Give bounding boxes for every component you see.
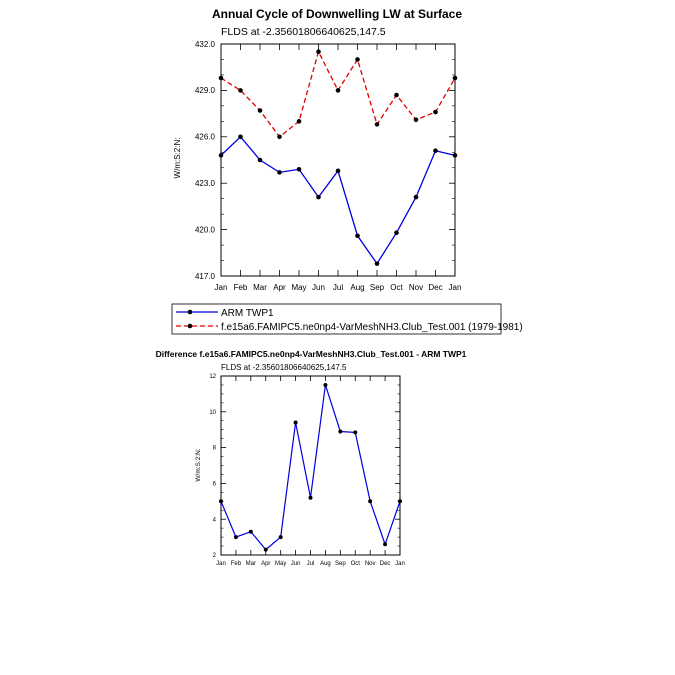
chart1-series-1-point <box>433 109 438 115</box>
chart1-series-0-line <box>220 135 456 265</box>
chart2-x-tick-label: Jul <box>307 561 315 567</box>
chart1-series-1-point <box>316 49 321 55</box>
chart1-y-tick-label: 432.0 <box>195 40 216 49</box>
chart1-series-0-point <box>394 230 399 235</box>
chart2-series-0-point <box>323 382 328 387</box>
chart2-x-tick-label: Apr <box>261 561 270 567</box>
chart2-x-tick-label: Sep <box>335 561 346 567</box>
legend-label-model: f.e15a6.FAMIPC5.ne0np4-VarMeshNH3.Club_T… <box>221 322 523 333</box>
chart1-series-1-point <box>238 88 243 93</box>
chart2-series-0-point <box>263 547 268 552</box>
chart2-x-tick-label: Feb <box>231 561 242 567</box>
chart2-x-tick-label: Dec <box>380 561 391 567</box>
chart1-series-1-point <box>257 108 263 113</box>
chart1-y-tick-label: 417.0 <box>195 272 216 281</box>
legend-label-arm: ARM TWP1 <box>221 308 274 319</box>
chart2-series-0-point <box>353 430 358 435</box>
chart1-series-0-point <box>257 157 263 163</box>
chart2-series-0-point <box>338 429 343 434</box>
chart2-x-tick-label: Jan <box>216 561 226 567</box>
chart2-series-0-point <box>233 535 238 540</box>
chart1-series-1-point <box>277 134 282 140</box>
chart1-y-axis-label: W/m:S:2:N: <box>173 138 182 179</box>
chart1-series-0-point <box>316 194 321 200</box>
difference-chart: Difference f.e15a6.FAMIPC5.ne0np4-VarMes… <box>156 349 467 567</box>
chart1-x-tick-label: Apr <box>273 283 286 292</box>
chart1-series-1-point <box>355 57 360 62</box>
chart1-x-tick-label: Aug <box>350 283 364 292</box>
chart1-x-tick-label: Nov <box>409 283 423 292</box>
chart1-plot-frame <box>220 43 456 277</box>
chart1-x-tick-label: Dec <box>428 283 442 292</box>
chart2-x-tick-label: Mar <box>246 561 256 567</box>
chart1-subtitle: FLDS at -2.35601806640625,147.5 <box>221 26 386 38</box>
chart2-x-tick-label: Jun <box>291 561 301 567</box>
chart2-title: Difference f.e15a6.FAMIPC5.ne0np4-VarMes… <box>156 349 467 359</box>
chart2-series-0-point <box>383 542 388 547</box>
chart1-x-tick-label: Jun <box>312 283 325 292</box>
chart2-plot-frame <box>220 375 401 556</box>
chart2-subtitle: FLDS at -2.35601806640625,147.5 <box>221 363 347 372</box>
chart1-series-0-point <box>296 166 302 172</box>
annual-cycle-chart: Annual Cycle of Downwelling LW at Surfac… <box>171 7 523 335</box>
chart1-y-tick-label: 423.0 <box>195 179 216 188</box>
chart1-legend: ARM TWP1 f.e15a6.FAMIPC5.ne0np4-VarMeshN… <box>171 303 523 335</box>
legend-item-arm: ARM TWP1 <box>176 308 274 319</box>
chart2-x-tick-label: Jan <box>395 561 405 567</box>
chart1-series-1-point <box>374 122 380 127</box>
chart1-series-1-point <box>413 117 419 123</box>
chart2-y-axis-label: W/m:S:2:N: <box>195 448 202 481</box>
chart2-x-tick-label: Oct <box>351 561 361 567</box>
chart2-x-tick-label: May <box>275 561 286 567</box>
chart2-y-tick-label: 10 <box>209 410 216 416</box>
chart1-x-tick-label: May <box>291 283 306 292</box>
chart2-x-tick-label: Nov <box>365 561 376 567</box>
chart2-series-0-point <box>308 495 313 500</box>
chart1-series-1-point <box>296 119 302 124</box>
chart2-y-tick-label: 4 <box>213 517 217 523</box>
legend-box <box>171 303 502 335</box>
chart1-series-0-point <box>335 168 341 174</box>
chart2-series-0-point <box>368 499 373 504</box>
chart1-series-1-line <box>220 49 456 138</box>
chart1-series-0-point <box>413 194 419 200</box>
legend-marker-arm <box>187 309 193 315</box>
chart1-x-tick-label: Feb <box>234 283 248 292</box>
chart2-y-tick-label: 2 <box>213 553 217 559</box>
chart1-y-tick-label: 426.0 <box>195 133 216 142</box>
chart2-y-tick-label: 12 <box>209 374 216 380</box>
legend-item-model: f.e15a6.FAMIPC5.ne0np4-VarMeshNH3.Club_T… <box>176 322 523 333</box>
chart1-x-tick-label: Jul <box>333 283 343 292</box>
chart1-series-0-point <box>355 233 360 239</box>
chart1-series-1-point <box>394 92 399 98</box>
chart2-x-tick-label: Aug <box>320 561 331 567</box>
legend-marker-model <box>187 323 193 329</box>
chart2-series-0-line <box>220 384 401 551</box>
chart1-series-0-point <box>374 261 380 266</box>
chart2-y-tick-label: 8 <box>213 446 217 452</box>
chart1-x-tick-label: Sep <box>370 283 385 292</box>
chart1-series-0-point <box>238 134 243 140</box>
chart1-series-0-point <box>433 148 438 154</box>
chart2-series-0-point <box>278 535 283 540</box>
chart1-y-tick-label: 420.0 <box>195 225 216 234</box>
chart1-x-tick-label: Oct <box>390 283 403 292</box>
chart2-series-0-point <box>248 529 253 534</box>
chart1-x-tick-label: Jan <box>215 283 228 292</box>
chart1-x-tick-label: Mar <box>253 283 267 292</box>
chart2-series-0-point <box>293 420 298 425</box>
chart1-y-tick-label: 429.0 <box>195 86 216 95</box>
chart1-series-0-point <box>277 170 282 175</box>
chart1-series-1-point <box>335 88 341 93</box>
chart1-x-tick-label: Jan <box>449 283 462 292</box>
chart1-title: Annual Cycle of Downwelling LW at Surfac… <box>212 7 462 21</box>
chart2-y-tick-label: 6 <box>213 482 217 488</box>
